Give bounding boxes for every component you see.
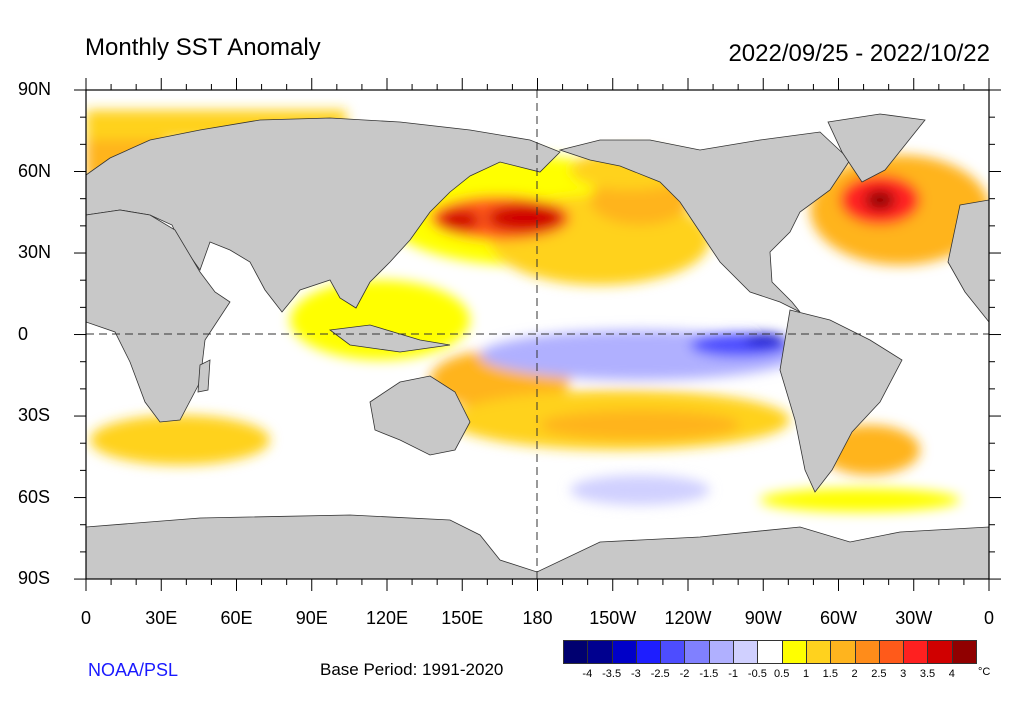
lon-label: 90W xyxy=(744,608,782,628)
lat-label: 0 xyxy=(18,323,29,344)
lon-label: 90E xyxy=(295,608,328,628)
lon-label: 120W xyxy=(664,608,712,628)
colorbar-swatch xyxy=(636,641,662,663)
anomaly-field xyxy=(86,110,989,512)
colorbar-swatch xyxy=(782,641,807,663)
colorbar-swatch xyxy=(612,641,637,663)
south-america xyxy=(779,309,903,493)
lat-label: 90S xyxy=(18,568,51,588)
lat-label: 90N xyxy=(18,79,52,99)
colorbar-label: 2.5 xyxy=(871,668,887,680)
colorbar-swatch xyxy=(831,641,856,663)
lon-label: 180 xyxy=(522,608,553,628)
colorbar-label: 4 xyxy=(948,668,955,680)
greenland xyxy=(827,113,926,183)
colorbar-label: 2 xyxy=(851,668,858,680)
colorbar-label: -0.5 xyxy=(747,668,767,680)
lon-label: 0 xyxy=(983,608,995,628)
lon-label: 60W xyxy=(819,608,858,628)
colorbar-swatch xyxy=(588,641,613,663)
indonesia xyxy=(328,324,451,353)
colorbar-label: 0.5 xyxy=(774,668,790,680)
lat-label: 60N xyxy=(18,160,52,181)
lon-label: 30E xyxy=(145,608,178,628)
north-america xyxy=(558,131,851,313)
lat-label: 30N xyxy=(18,242,52,262)
colorbar-label: -3 xyxy=(631,668,641,680)
colorbar-swatch xyxy=(879,641,905,663)
colorbar-swatch xyxy=(952,641,977,663)
map-title: Monthly SST Anomaly xyxy=(85,34,321,61)
colorbar-label: -2 xyxy=(679,668,690,680)
colorbar-label: -2.5 xyxy=(650,668,670,680)
colorbar-swatch xyxy=(928,641,953,663)
africa xyxy=(86,209,231,423)
colorbar-label: -4 xyxy=(582,668,593,680)
colorbar-label: -1.5 xyxy=(699,668,719,680)
colorbar-swatch xyxy=(758,641,783,663)
land xyxy=(86,113,989,579)
lon-label: 120E xyxy=(365,608,409,628)
colorbar-label: 1 xyxy=(802,668,810,680)
colorbar-swatch xyxy=(806,641,832,663)
colorbar-unit: °C xyxy=(978,666,991,678)
colorbar-swatch xyxy=(734,641,759,663)
colorbar-label: -3.5 xyxy=(602,668,622,680)
lat-label: 30S xyxy=(18,405,51,425)
lon-label: 150E xyxy=(441,608,484,628)
colorbar-swatch xyxy=(661,641,686,663)
credit-label: NOAA/PSL xyxy=(88,660,179,680)
colorbar xyxy=(563,640,978,664)
date-range: 2022/09/25 - 2022/10/22 xyxy=(728,40,990,67)
west-africa xyxy=(947,199,989,323)
colorbar-label: 1.5 xyxy=(822,668,838,680)
lon-label: 30W xyxy=(895,608,933,628)
australia xyxy=(369,375,471,456)
colorbar-swatch xyxy=(709,641,735,663)
lon-label: 150W xyxy=(589,608,637,628)
colorbar-swatch xyxy=(564,641,589,663)
colorbar-swatch xyxy=(685,641,710,663)
madagascar xyxy=(197,359,211,393)
lat-label: 60S xyxy=(18,486,51,507)
antarctica xyxy=(86,514,989,579)
colorbar-swatch xyxy=(855,641,880,663)
lon-label: 0 xyxy=(80,608,92,628)
lon-label: 60E xyxy=(220,608,253,628)
colorbar-label: 3.5 xyxy=(919,668,936,680)
colorbar-label: -1 xyxy=(728,668,738,680)
colorbar-swatch xyxy=(904,641,929,663)
colorbar-label: 3 xyxy=(900,668,907,680)
base-period: Base Period: 1991-2020 xyxy=(320,660,504,679)
